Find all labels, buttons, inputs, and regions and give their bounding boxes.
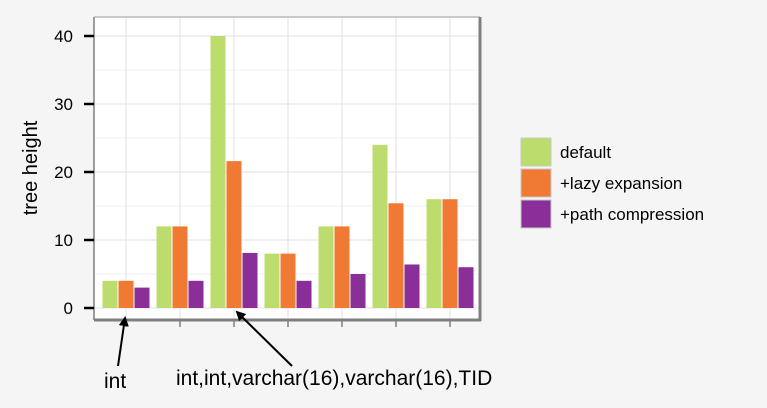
- bar: [458, 267, 474, 308]
- bar: [296, 280, 312, 308]
- bars: [102, 36, 474, 308]
- y-tick-label: 0: [64, 299, 73, 318]
- legend: default +lazy expansion +path compression: [520, 137, 704, 229]
- bar: [350, 274, 366, 308]
- bar: [264, 253, 280, 308]
- bar: [404, 264, 420, 308]
- y-tick-label: 10: [54, 231, 73, 250]
- y-tick-label: 30: [54, 95, 73, 114]
- legend-label: default: [560, 143, 611, 162]
- bar: [156, 226, 172, 308]
- y-axis: 0 10 20 30 40: [54, 27, 451, 327]
- bar: [102, 280, 118, 308]
- bar: [442, 199, 458, 308]
- legend-swatch: [520, 199, 552, 229]
- bar: [188, 280, 204, 308]
- bar: [172, 226, 188, 308]
- bar: [226, 161, 242, 308]
- bar: [318, 226, 334, 308]
- annotation-label-int: int: [104, 370, 126, 393]
- bar: [134, 287, 150, 308]
- legend-swatch: [520, 137, 552, 167]
- legend-label: +lazy expansion: [560, 174, 682, 193]
- y-tick-label: 20: [54, 163, 73, 182]
- bar: [372, 144, 388, 308]
- bar: [242, 252, 258, 308]
- legend-label: +path compression: [560, 205, 704, 224]
- bar: [280, 253, 296, 308]
- bar: [388, 203, 404, 308]
- annotation-label-composite: int,int,varchar(16),varchar(16),TID: [176, 367, 492, 390]
- y-tick-label: 40: [54, 27, 73, 46]
- annotation-arrow-int: [117, 316, 129, 367]
- bar: [334, 226, 350, 308]
- y-axis-title: tree height: [20, 120, 42, 215]
- bar: [210, 36, 226, 308]
- bar: [118, 280, 134, 308]
- bar: [426, 199, 442, 308]
- annotation-arrow-composite: [235, 310, 293, 367]
- legend-swatch: [520, 168, 552, 198]
